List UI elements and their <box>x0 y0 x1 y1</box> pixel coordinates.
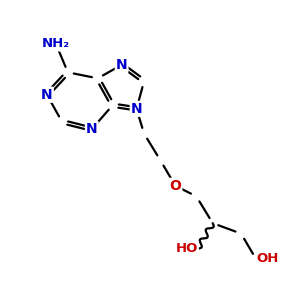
Text: HO: HO <box>176 242 198 255</box>
Text: N: N <box>86 122 98 136</box>
Text: N: N <box>116 58 127 72</box>
Text: O: O <box>169 179 181 193</box>
Text: N: N <box>131 102 142 116</box>
Text: NH₂: NH₂ <box>42 38 70 50</box>
Text: N: N <box>41 88 53 102</box>
Text: OH: OH <box>256 253 278 266</box>
